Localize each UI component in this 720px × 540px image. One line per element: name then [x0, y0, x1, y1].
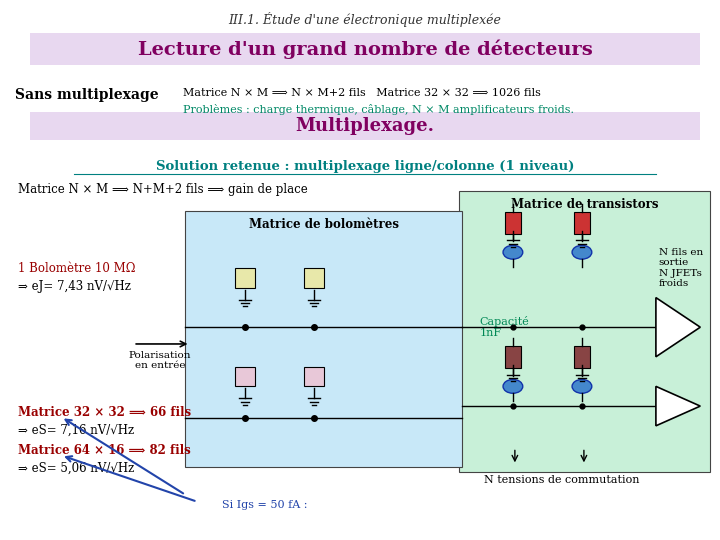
Bar	[235, 268, 255, 288]
Polygon shape	[656, 298, 701, 357]
Bar	[574, 346, 590, 368]
Text: Si Igs = 50 fA :: Si Igs = 50 fA :	[222, 500, 307, 510]
Text: Capacité
1nF: Capacité 1nF	[480, 316, 529, 339]
Text: III.1. Étude d'une électronique multiplexée: III.1. Étude d'une électronique multiple…	[228, 12, 501, 27]
Text: ⇒ eS= 5,06 nV/√Hz: ⇒ eS= 5,06 nV/√Hz	[18, 461, 134, 474]
Ellipse shape	[503, 380, 523, 393]
Text: 1 Bolomètre 10 MΩ: 1 Bolomètre 10 MΩ	[18, 262, 135, 275]
Text: Matrice de bolomètres: Matrice de bolomètres	[248, 218, 399, 231]
Bar	[304, 268, 323, 288]
Bar	[186, 211, 462, 467]
Bar	[30, 33, 701, 65]
Text: Polarisation
en entrée: Polarisation en entrée	[129, 351, 191, 370]
Polygon shape	[656, 386, 701, 426]
Bar	[574, 212, 590, 233]
Text: Matrice 64 × 16 ⟹ 82 fils: Matrice 64 × 16 ⟹ 82 fils	[18, 443, 191, 456]
Text: Problèmes : charge thermique, câblage, N × M amplificateurs froids.: Problèmes : charge thermique, câblage, N…	[183, 104, 574, 116]
Bar	[235, 367, 255, 386]
Text: ⇒ eJ= 7,43 nV/√Hz: ⇒ eJ= 7,43 nV/√Hz	[18, 280, 131, 293]
Ellipse shape	[572, 245, 592, 259]
Ellipse shape	[503, 245, 523, 259]
Bar	[30, 112, 701, 140]
Ellipse shape	[572, 380, 592, 393]
Text: Sans multiplexage: Sans multiplexage	[15, 87, 158, 102]
Bar	[304, 367, 323, 386]
Text: Lecture d'un grand nombre de détecteurs: Lecture d'un grand nombre de détecteurs	[138, 39, 593, 59]
Bar	[505, 346, 521, 368]
Text: N tensions de commutation: N tensions de commutation	[485, 475, 640, 485]
Text: Matrice N × M ⟹ N+M+2 fils ⟹ gain de place: Matrice N × M ⟹ N+M+2 fils ⟹ gain de pla…	[18, 183, 307, 196]
Text: N fils en
sortie
N JFETs
froids: N fils en sortie N JFETs froids	[659, 248, 703, 288]
Text: Matrice N × M ⟹ N × M+2 fils   Matrice 32 × 32 ⟹ 1026 fils: Matrice N × M ⟹ N × M+2 fils Matrice 32 …	[183, 87, 541, 98]
Text: Multiplexage.: Multiplexage.	[295, 117, 434, 135]
Text: Solution retenue : multiplexage ligne/colonne (1 niveau): Solution retenue : multiplexage ligne/co…	[156, 159, 574, 173]
Text: ⇒ eS= 7,16 nV/√Hz: ⇒ eS= 7,16 nV/√Hz	[18, 424, 134, 437]
Text: Matrice 32 × 32 ⟹ 66 fils: Matrice 32 × 32 ⟹ 66 fils	[18, 406, 191, 419]
Text: Matrice de transistors: Matrice de transistors	[510, 198, 658, 212]
Bar	[505, 212, 521, 233]
Bar	[459, 191, 710, 472]
